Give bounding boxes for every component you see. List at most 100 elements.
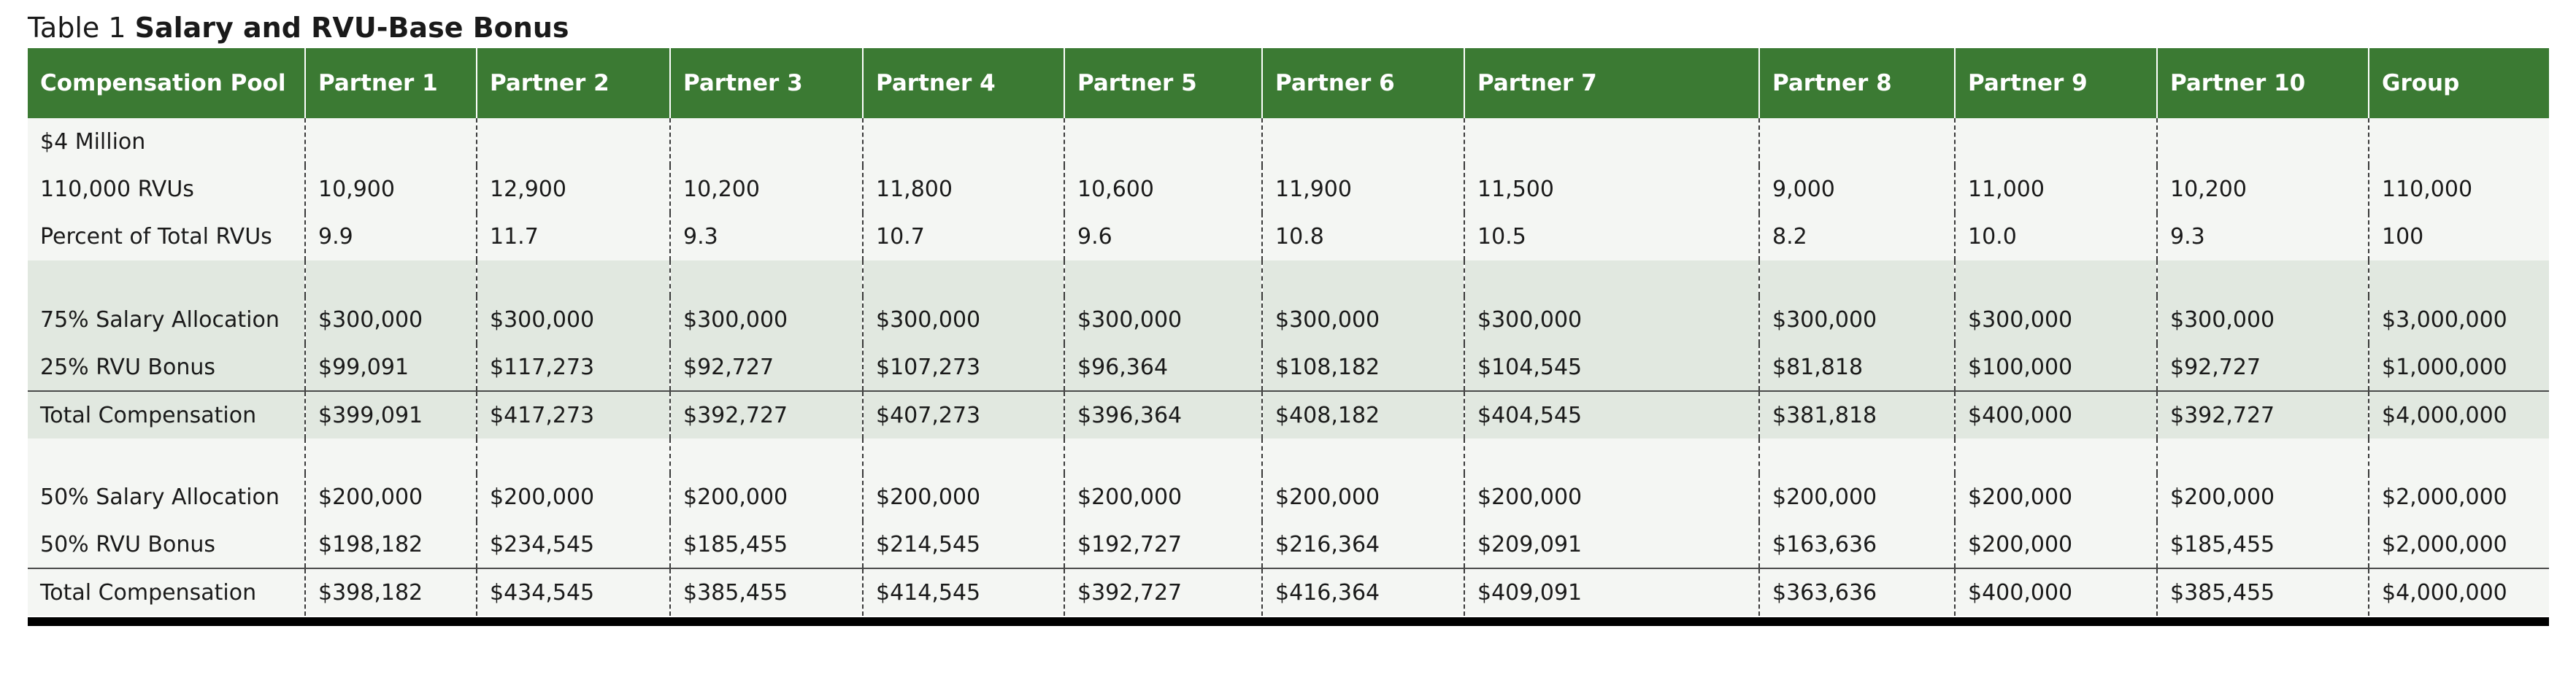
table-cell: $209,091 bbox=[1464, 521, 1759, 568]
table-cell: 11,000 bbox=[1954, 166, 2157, 213]
spacer-cell bbox=[1758, 438, 1955, 474]
table-cell: 10,900 bbox=[304, 166, 477, 213]
table-cell: $200,000 bbox=[476, 474, 670, 521]
table-cell: $2,000,000 bbox=[2368, 521, 2549, 568]
table-number: Table 1 bbox=[28, 12, 126, 44]
table-cell: $192,727 bbox=[1064, 521, 1262, 568]
spacer-cell bbox=[1758, 260, 1955, 296]
table-row-bonus-50: 50% RVU Bonus $198,182 $234,545 $185,455 $21… bbox=[28, 521, 2549, 568]
table-cell: $200,000 bbox=[669, 474, 863, 521]
table-cell: $300,000 bbox=[862, 296, 1064, 344]
table-cell: $407,273 bbox=[862, 390, 1064, 438]
spacer-cell bbox=[304, 438, 477, 474]
column-header: Partner 3 bbox=[669, 48, 863, 118]
spacer-cell bbox=[862, 438, 1064, 474]
table-cell: $399,091 bbox=[304, 390, 477, 438]
table-caption: Table 1 Salary and RVU-Base Bonus bbox=[28, 6, 569, 50]
column-header: Partner 5 bbox=[1064, 48, 1262, 118]
table-cell: $92,727 bbox=[2156, 344, 2369, 391]
table-title: Salary and RVU-Base Bonus bbox=[134, 12, 569, 44]
table-cell bbox=[1064, 118, 1262, 166]
column-header-pool: Compensation Pool bbox=[40, 70, 286, 96]
table-cell: 10.5 bbox=[1464, 213, 1759, 260]
table-cell bbox=[304, 118, 477, 166]
table-cell: $385,455 bbox=[2156, 568, 2369, 616]
row-label: 25% RVU Bonus bbox=[40, 354, 216, 380]
column-header: Partner 9 bbox=[1954, 48, 2157, 118]
table-cell: $117,273 bbox=[476, 344, 670, 391]
column-header: Partner 8 bbox=[1758, 48, 1955, 118]
table-cell: $99,091 bbox=[304, 344, 477, 391]
table-cell: $1,000,000 bbox=[2368, 344, 2549, 391]
table-cell bbox=[862, 118, 1064, 166]
table-cell: $3,000,000 bbox=[2368, 296, 2549, 344]
table-cell: $100,000 bbox=[1954, 344, 2157, 391]
table-cell: $300,000 bbox=[669, 296, 863, 344]
table-cell: $214,545 bbox=[862, 521, 1064, 568]
table-cell: $200,000 bbox=[862, 474, 1064, 521]
table-row-pool: $4 Million bbox=[28, 118, 2549, 166]
table-cell: 11.7 bbox=[476, 213, 670, 260]
table-row-rvus: 110,000 RVUs 10,900 12,900 10,200 11,800 10,6… bbox=[28, 166, 2549, 213]
table-cell: $198,182 bbox=[304, 521, 477, 568]
table-cell: $363,636 bbox=[1758, 568, 1955, 616]
table-cell: $400,000 bbox=[1954, 390, 2157, 438]
table-cell: $300,000 bbox=[1464, 296, 1759, 344]
spacer-cell bbox=[304, 260, 477, 296]
row-label: 75% Salary Allocation bbox=[40, 307, 280, 333]
spacer-cell bbox=[1464, 438, 1759, 474]
table-cell: $414,545 bbox=[862, 568, 1064, 616]
table-cell bbox=[669, 118, 863, 166]
spacer-cell bbox=[862, 260, 1064, 296]
table-cell bbox=[476, 118, 670, 166]
table-cell: $81,818 bbox=[1758, 344, 1955, 391]
spacer-cell bbox=[1261, 260, 1464, 296]
table-cell: $404,545 bbox=[1464, 390, 1759, 438]
spacer-cell bbox=[28, 260, 305, 296]
table-cell bbox=[2156, 118, 2369, 166]
table-cell: $381,818 bbox=[1758, 390, 1955, 438]
table-cell: $2,000,000 bbox=[2368, 474, 2549, 521]
column-header: Partner 10 bbox=[2156, 48, 2369, 118]
table-cell: 10,200 bbox=[669, 166, 863, 213]
table-cell: $200,000 bbox=[1758, 474, 1955, 521]
compensation-table: Compensation Pool Partner 1 Partner 2 Partn… bbox=[28, 48, 2549, 616]
table-cell: $300,000 bbox=[304, 296, 477, 344]
spacer-cell bbox=[476, 438, 670, 474]
table-cell: 9.3 bbox=[669, 213, 863, 260]
table-cell: $434,545 bbox=[476, 568, 670, 616]
table-cell: $385,455 bbox=[669, 568, 863, 616]
table-cell: $300,000 bbox=[1954, 296, 2157, 344]
table-cell: 9.6 bbox=[1064, 213, 1262, 260]
spacer-cell bbox=[2368, 260, 2549, 296]
spacer-cell bbox=[1064, 260, 1262, 296]
table-cell: $185,455 bbox=[2156, 521, 2369, 568]
table-cell: $200,000 bbox=[1954, 474, 2157, 521]
spacer-cell bbox=[1261, 438, 1464, 474]
table-cell: $4,000,000 bbox=[2368, 390, 2549, 438]
table-cell: $398,182 bbox=[304, 568, 477, 616]
table-cell: $185,455 bbox=[669, 521, 863, 568]
table-cell: 10.8 bbox=[1261, 213, 1464, 260]
table-cell bbox=[1261, 118, 1464, 166]
table-row-spacer bbox=[28, 260, 2549, 296]
spacer-cell bbox=[2156, 438, 2369, 474]
column-header: Partner 7 bbox=[1464, 48, 1759, 118]
table-cell: 10,200 bbox=[2156, 166, 2369, 213]
spacer-cell bbox=[28, 438, 305, 474]
table-cell bbox=[2368, 118, 2549, 166]
table-row-salary-50: 50% Salary Allocation $200,000 $200,000 $20… bbox=[28, 474, 2549, 521]
spacer-cell bbox=[476, 260, 670, 296]
column-header: Partner 6 bbox=[1261, 48, 1464, 118]
table-cell: $200,000 bbox=[1464, 474, 1759, 521]
table-cell: $108,182 bbox=[1261, 344, 1464, 391]
table-cell: $200,000 bbox=[2156, 474, 2369, 521]
table-cell: 9.9 bbox=[304, 213, 477, 260]
table-cell: 110,000 bbox=[2368, 166, 2549, 213]
spacer-cell bbox=[1064, 438, 1262, 474]
spacer-cell bbox=[1464, 260, 1759, 296]
table-cell bbox=[1954, 118, 2157, 166]
table-row-spacer bbox=[28, 438, 2549, 474]
table-cell: 10.0 bbox=[1954, 213, 2157, 260]
table-cell: 12,900 bbox=[476, 166, 670, 213]
